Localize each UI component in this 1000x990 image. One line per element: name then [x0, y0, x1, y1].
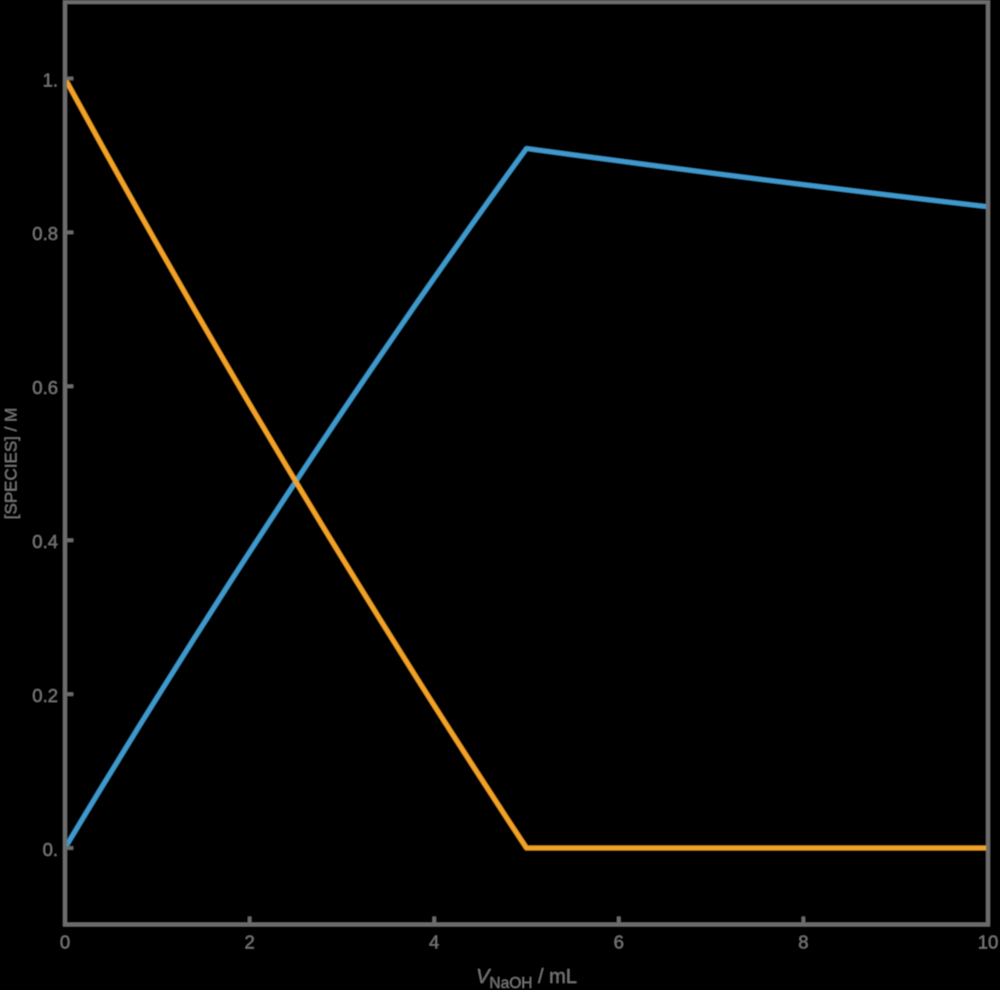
- svg-text:0.2: 0.2: [32, 685, 58, 706]
- svg-text:VNaOH / mL: VNaOH / mL: [476, 966, 577, 990]
- svg-text:10: 10: [978, 931, 999, 952]
- svg-text:4: 4: [429, 931, 439, 952]
- svg-text:0: 0: [60, 931, 70, 952]
- svg-text:2: 2: [244, 931, 254, 952]
- svg-text:8: 8: [798, 931, 808, 952]
- svg-text:[SPECIES] / M: [SPECIES] / M: [2, 408, 21, 519]
- svg-text:1.: 1.: [43, 69, 58, 90]
- svg-text:0.: 0.: [43, 839, 58, 860]
- svg-text:0.6: 0.6: [32, 377, 58, 398]
- svg-text:6: 6: [614, 931, 624, 952]
- svg-text:0.8: 0.8: [32, 223, 58, 244]
- svg-text:0.4: 0.4: [32, 531, 58, 552]
